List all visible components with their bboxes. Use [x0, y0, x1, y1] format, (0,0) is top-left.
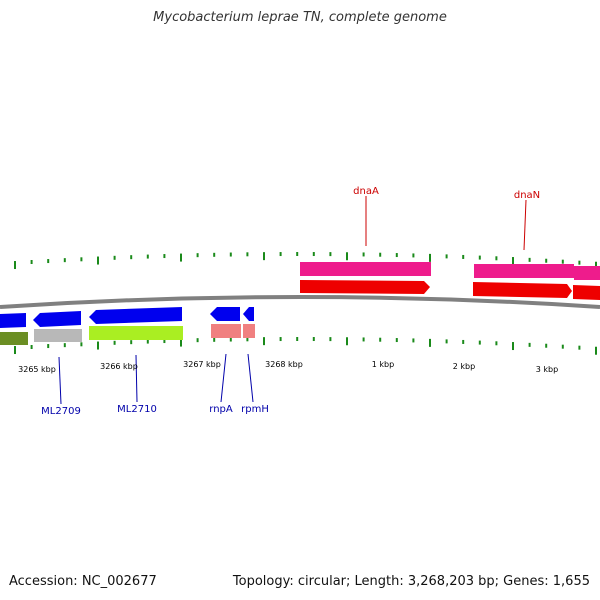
gene-ML2710-arrow[interactable] [89, 307, 182, 324]
gene-label-ML2710[interactable]: ML2710 [117, 404, 157, 415]
gene-rnpA-arrow[interactable] [210, 307, 240, 321]
scale-label: 3267 kbp [183, 360, 221, 369]
gene-label-rnpA[interactable]: rnpA [209, 404, 233, 415]
leader-rnpA [220, 353, 227, 403]
scale-label: 3265 kbp [18, 365, 56, 374]
leader-dnaN [523, 199, 527, 251]
gene-label-dnaN[interactable]: dnaN [514, 190, 540, 201]
gene-dnaA-arrow[interactable] [300, 280, 430, 294]
gene-rpmH-arrow[interactable] [243, 307, 254, 321]
leader-rpmH [247, 353, 254, 403]
map-title: Mycobacterium leprae TN, complete genome [153, 10, 447, 25]
gene-dnaN-arrow[interactable] [473, 282, 572, 298]
topology-summary: Topology: circular; Length: 3,268,203 bp… [232, 574, 590, 589]
gene-label-rpmH[interactable]: rpmH [241, 404, 269, 415]
scale-label: 2 kbp [453, 362, 475, 371]
gene-ML2709-arrow[interactable] [33, 311, 81, 327]
gene-feature-lime[interactable] [89, 326, 183, 340]
scale-label: 3 kbp [536, 365, 558, 374]
gene-feature-olive[interactable] [0, 332, 28, 345]
gene-label-dnaA[interactable]: dnaA [353, 186, 379, 197]
gene-label-ML2709[interactable]: ML2709 [41, 406, 81, 417]
leader-ML2710 [135, 354, 138, 403]
ticks-top [14, 252, 597, 270]
genome-backbone [0, 295, 600, 309]
scale-label: 1 kbp [372, 360, 394, 369]
gene-feature-pink-2[interactable] [474, 264, 574, 278]
gene-feature-pink-3[interactable] [574, 266, 600, 280]
scale-label: 3268 kbp [265, 360, 303, 369]
scale-label: 3266 kbp [100, 362, 138, 371]
gene-feature-pink-1[interactable] [300, 262, 431, 276]
gene-feature-salmon-1[interactable] [211, 324, 241, 338]
gene-feature-salmon-2[interactable] [243, 324, 255, 338]
accession-text: Accession: NC_002677 [9, 574, 157, 589]
gene-feature-red-3[interactable] [573, 285, 600, 300]
leader-ML2709 [58, 356, 62, 405]
gene-feature-gray[interactable] [34, 329, 82, 342]
gene-feature-blue-1[interactable] [0, 313, 26, 328]
